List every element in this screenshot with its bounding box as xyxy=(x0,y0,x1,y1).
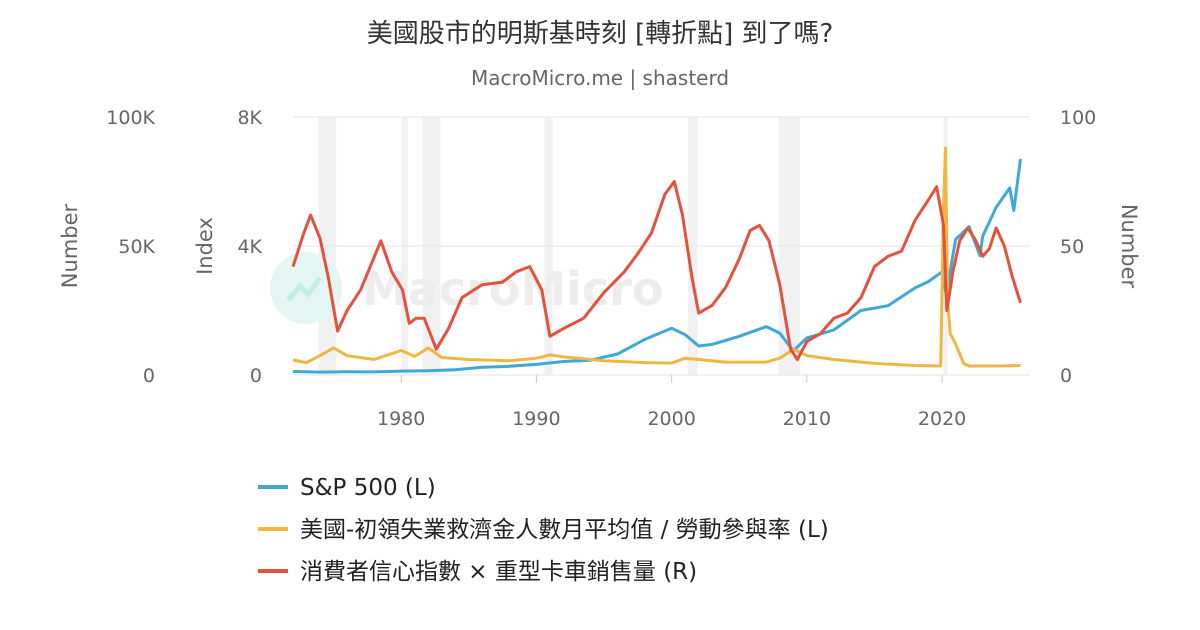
x-tick-label: 2020 xyxy=(918,408,966,430)
legend-item-0[interactable]: S&P 500 (L) xyxy=(258,475,436,501)
chart-subtitle: MacroMicro.me | shasterd xyxy=(471,66,729,90)
legend-item-1[interactable]: 美國-初領失業救濟金人數月平均值 / 勞動參與率 (L) xyxy=(258,517,829,543)
y-tick-label-right: 0 xyxy=(1060,365,1072,387)
series-line-2 xyxy=(291,180,1022,361)
legend[interactable]: S&P 500 (L) 美國-初領失業救濟金人數月平均值 / 勞動參與率 (L) 消… xyxy=(258,475,829,585)
legend-item-2[interactable]: 消費者信心指數 × 重型卡車銷售量 (R) xyxy=(258,559,697,585)
y-axis-title-outer-left: Number xyxy=(58,203,82,288)
y-tick-label-left: 4K xyxy=(237,236,262,258)
legend-label: S&P 500 (L) xyxy=(300,475,436,501)
series-line-1 xyxy=(292,146,1021,368)
watermark-chart-icon xyxy=(286,276,322,302)
watermark-text: MacroMicro xyxy=(362,262,663,316)
y-tick-label-left: 8K xyxy=(237,107,262,129)
y-tick-label-right: 100 xyxy=(1060,107,1096,129)
plot-area: MacroMicro 1980 1990 2000 2010 2020 0 50K 100K Nu… xyxy=(58,107,1141,430)
watermark: MacroMicro xyxy=(270,252,663,324)
y-tick-label-outer-left: 50K xyxy=(118,236,155,258)
legend-label: 消費者信心指數 × 重型卡車銷售量 (R) xyxy=(300,559,697,585)
y-tick-label-outer-left: 100K xyxy=(106,107,155,129)
x-tick-label: 1980 xyxy=(377,408,425,430)
y-tick-label-right: 50 xyxy=(1060,236,1084,258)
x-tick-label: 2000 xyxy=(647,408,695,430)
chart-title: 美國股市的明斯基時刻 [轉折點] 到了嗎? xyxy=(367,19,834,49)
y-axis-title-right: Number xyxy=(1117,204,1141,289)
x-tick-label: 1990 xyxy=(512,408,560,430)
x-tick-label: 2010 xyxy=(783,408,831,430)
y-axis-title-left: Index xyxy=(193,217,217,275)
y-tick-label-outer-left: 0 xyxy=(143,365,155,387)
y-tick-label-left: 0 xyxy=(250,365,262,387)
watermark-logo-icon xyxy=(270,252,342,324)
legend-label: 美國-初領失業救濟金人數月平均值 / 勞動參與率 (L) xyxy=(300,517,829,543)
